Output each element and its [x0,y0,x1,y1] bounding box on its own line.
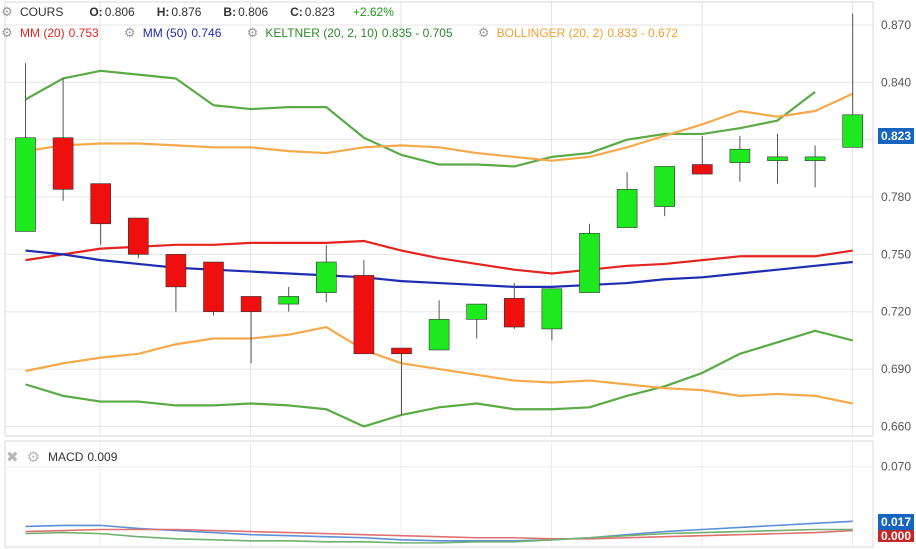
macd-label: MACD [48,450,84,464]
y-tick-label: 0.720 [881,305,911,319]
candle-up [315,261,337,293]
macd-legend: ✖ ⚙ MACD 0.009 [6,448,117,466]
indicator-keltner: ⚙ KELTNER (20, 2, 10) 0.835 - 0.705 [245,25,453,41]
low-label: B: [223,5,237,19]
candle-down [391,347,412,355]
indicator-bollinger: ⚙ BOLLINGER (20, 2) 0.833 - 0.672 [477,25,678,41]
change-value: +2.62% [352,5,394,19]
open-value: 0.806 [104,5,135,19]
indicator-name: BOLLINGER (20, 2) [496,26,604,40]
indicator-lines [24,69,854,428]
candle-down [128,217,149,255]
indicator-value: 0.833 - 0.672 [607,26,679,40]
candle-up [654,166,676,207]
gear-icon[interactable]: ⚙ [123,25,136,40]
indicator-name: KELTNER (20, 2, 10) [265,26,378,40]
y-tick-label: 0.750 [881,247,911,261]
candle-up [729,148,751,163]
y-tick-label: 0.870 [881,18,911,32]
candle-down [90,183,111,225]
candle-up [842,114,864,148]
candle-up [466,303,488,320]
candle-up [804,156,826,161]
indicator-name: MM (20) [20,26,65,40]
indicator-line [25,325,853,405]
candle-down [203,261,224,313]
low-value: 0.806 [238,5,269,19]
candle-down [353,275,375,355]
gear-icon[interactable]: ⚙ [477,25,490,40]
quote-header: ⚙ COURS O: 0.806 H: 0.876 B: 0.806 C: 0.… [0,3,394,21]
y-tick-label: 0.690 [881,362,911,376]
indicator-value: 0.835 - 0.705 [381,26,453,40]
candle-down [503,298,525,328]
candle-up [278,296,300,305]
macd-tick-label: 0.070 [881,460,911,474]
candle-up [616,189,638,228]
y-tick-label: 0.780 [881,190,911,204]
macd-tag-top: 0.017 [878,514,914,530]
y-tick-label: 0.660 [881,419,911,433]
open-label: O: [89,5,103,19]
gear-icon[interactable]: ⚙ [1,4,13,19]
indicator-legend: ⚙ MM (20) 0.753 ⚙ MM (50) 0.746 ⚙ KELTNE… [0,24,702,42]
last-price-tag: 0.823 [878,128,914,144]
candle-up [15,137,36,232]
indicator-value: 0.753 [68,26,99,40]
high-value: 0.876 [171,5,202,19]
candle-down [691,164,713,175]
indicator-line [25,239,853,275]
macd-tag-bottom: 0.000 [878,529,914,543]
candlesticks [15,13,864,415]
macd-line [25,528,853,544]
plot-border [4,1,874,437]
indicator-line [24,69,816,168]
gear-icon[interactable]: ⚙ [246,25,259,40]
macd-border [4,440,874,548]
indicator-value: 0.746 [191,26,222,40]
gear-icon[interactable]: ⚙ [1,25,13,40]
indicator-line [25,92,854,162]
indicator-name: MM (50) [142,26,188,40]
macd-panel: 0.070 [4,440,911,548]
candle-down [240,296,262,313]
close-label: C: [290,5,303,19]
macd-value: 0.009 [87,450,118,464]
macd-line [25,528,853,540]
y-tick-label: 0.840 [881,75,911,89]
indicator-line [25,329,853,428]
candle-up [579,233,600,293]
close-icon[interactable]: ✖ [6,449,19,466]
candle-up [541,288,563,330]
close-value: 0.823 [304,5,335,19]
candle-up [767,156,788,161]
gear-icon[interactable]: ⚙ [26,449,41,466]
high-label: H: [156,5,170,19]
candle-up [428,319,450,351]
candle-down [52,137,74,190]
indicator-mm50: ⚙ MM (50) 0.746 [123,25,222,41]
indicator-mm20: ⚙ MM (20) 0.753 [0,25,99,41]
indicator-line [25,249,853,288]
price-grid [4,1,874,437]
symbol-label: COURS [20,5,64,19]
candle-down [165,254,187,288]
